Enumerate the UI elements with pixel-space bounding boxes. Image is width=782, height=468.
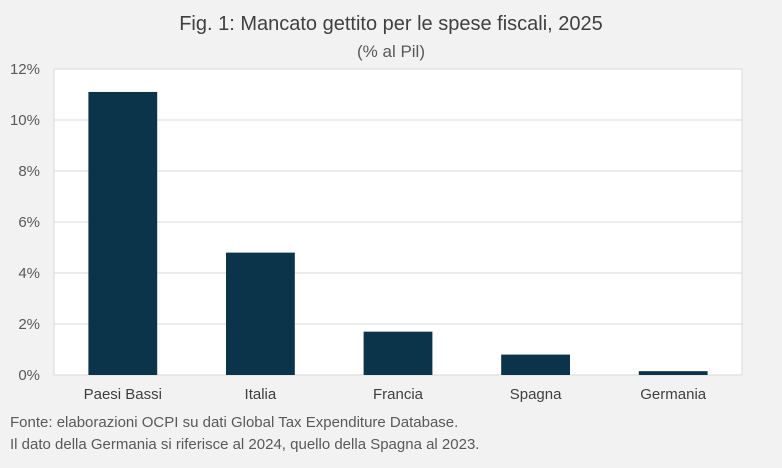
chart-title: Fig. 1: Mancato gettito per le spese fis…	[179, 13, 603, 35]
y-tick-label: 12%	[10, 61, 40, 78]
data-year-note: Il dato della Germania si riferisce al 2…	[10, 436, 480, 453]
chart-subtitle: (% al Pil)	[357, 42, 425, 61]
x-axis-categories: Paesi Bassi Italia Francia Spagna Germania	[84, 386, 707, 403]
x-category-label: Francia	[373, 386, 424, 403]
y-tick-label: 6%	[18, 214, 40, 231]
gridlines	[54, 68, 742, 376]
source-note: Fonte: elaborazioni OCPI su dati Global …	[10, 414, 459, 431]
y-tick-label: 10%	[10, 112, 40, 129]
bar	[363, 331, 433, 375]
y-tick-label: 2%	[18, 316, 40, 333]
y-tick-label: 4%	[18, 265, 40, 282]
x-category-label: Italia	[245, 386, 277, 403]
y-tick-label: 8%	[18, 163, 40, 180]
bar	[226, 252, 295, 375]
x-category-label: Paesi Bassi	[84, 386, 162, 403]
bar	[501, 354, 570, 375]
bar	[638, 371, 708, 375]
bars	[88, 91, 708, 375]
x-category-label: Germania	[640, 386, 707, 403]
y-tick-label: 0%	[18, 367, 40, 384]
y-axis-ticks: 0% 2% 4% 6% 8% 10% 12%	[10, 61, 40, 384]
x-category-label: Spagna	[510, 386, 562, 403]
bar	[88, 91, 158, 375]
